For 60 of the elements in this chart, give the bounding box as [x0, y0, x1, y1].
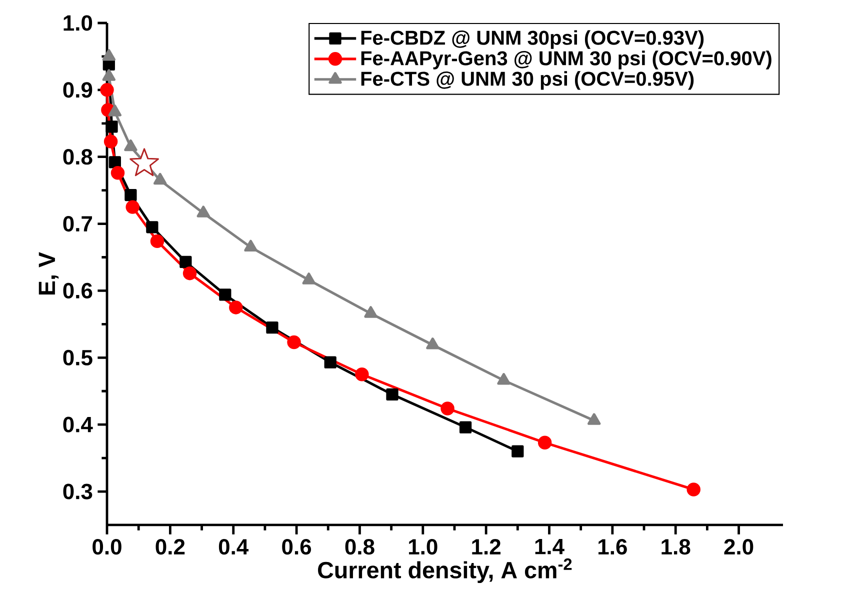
x-tick-label: 0.4	[218, 539, 249, 555]
point	[440, 402, 454, 416]
point	[426, 338, 440, 350]
x-tick-label: 1.4	[535, 539, 564, 554]
x-axis-title: Current density, A cm$^{-2}$	[318, 558, 572, 584]
x-tick-label: 1.2	[472, 539, 500, 554]
legend-label: Fe-CBDZ @ UNM 30psi (OCV=0.93V)	[361, 30, 704, 49]
point	[386, 388, 398, 401]
y-tick-label: 1.0	[64, 15, 92, 31]
point	[146, 221, 158, 234]
x-tick-label: 2.0	[724, 539, 754, 555]
point	[196, 206, 210, 218]
x-tick-label: 1.8	[662, 539, 690, 555]
y-tick-label: 0.9	[63, 82, 92, 98]
point	[324, 356, 336, 368]
x-tick-label: 1.6	[598, 539, 627, 555]
legend-label: Fe-CTS @ UNM 30 psi (OCV=0.95V)	[361, 71, 694, 90]
point	[180, 256, 192, 268]
x-tick-label: 0.2	[156, 539, 185, 555]
point	[588, 413, 601, 425]
point	[104, 134, 118, 148]
point	[686, 482, 700, 496]
x-tick-label: 0.8	[345, 539, 374, 555]
y-tick-label: 0.4	[63, 416, 93, 432]
y-tick-label: 0.8	[63, 149, 92, 165]
point	[355, 368, 369, 382]
point	[130, 148, 159, 176]
point	[106, 120, 118, 133]
x-tick-label: 1.0	[408, 539, 438, 555]
point	[108, 156, 121, 168]
point	[126, 200, 140, 214]
point	[124, 188, 137, 202]
point	[302, 272, 316, 284]
point	[102, 69, 116, 81]
point	[219, 288, 232, 301]
y-tick-label: 0.5	[63, 350, 92, 366]
y-axis-title: E, V	[38, 252, 59, 294]
point	[497, 373, 510, 385]
legend-label: Fe-AAPyr-Gen3 @ UNM 30 psi (OCV=0.90V)	[361, 50, 772, 70]
point	[538, 436, 552, 450]
point	[110, 166, 125, 180]
y-tick-label: 0.6	[63, 282, 92, 299]
point	[287, 335, 301, 350]
point	[108, 104, 122, 116]
y-tick-label: 0.7	[63, 216, 92, 232]
y-tick-label: 0.3	[63, 484, 92, 500]
point	[102, 49, 116, 61]
point	[100, 83, 114, 97]
point	[229, 300, 243, 314]
point	[266, 321, 278, 334]
x-tick-label: 0.0	[92, 539, 122, 555]
point	[512, 445, 524, 458]
point	[459, 421, 472, 434]
point	[153, 172, 167, 185]
point	[244, 240, 258, 252]
point	[150, 234, 164, 248]
point	[364, 306, 378, 318]
point	[182, 266, 197, 280]
point	[124, 139, 138, 152]
x-tick-label: 0.6	[282, 539, 312, 555]
